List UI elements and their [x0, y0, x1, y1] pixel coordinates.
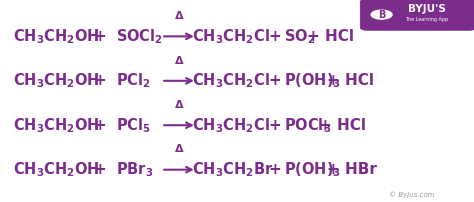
Text: Δ: Δ [174, 144, 183, 155]
Text: $\mathbf{SOCl_2}$: $\mathbf{SOCl_2}$ [116, 27, 163, 46]
Text: + HCl: + HCl [319, 118, 365, 133]
Text: $\mathbf{SO_2}$: $\mathbf{SO_2}$ [284, 27, 316, 46]
Text: $\mathbf{CH_3CH_2Cl}$: $\mathbf{CH_3CH_2Cl}$ [192, 72, 270, 90]
Circle shape [371, 10, 392, 19]
Text: +: + [268, 162, 281, 177]
Text: Δ: Δ [174, 100, 183, 110]
Text: $\mathbf{CH_3CH_2OH}$: $\mathbf{CH_3CH_2OH}$ [13, 116, 100, 135]
Text: $\mathbf{PCl_5}$: $\mathbf{PCl_5}$ [116, 116, 151, 135]
FancyBboxPatch shape [360, 0, 474, 30]
Text: +: + [268, 29, 281, 44]
Text: B: B [378, 10, 385, 20]
Text: +: + [94, 29, 107, 44]
Text: $\mathbf{PBr_3}$: $\mathbf{PBr_3}$ [116, 160, 154, 179]
Text: $\mathbf{CH_3CH_2OH}$: $\mathbf{CH_3CH_2OH}$ [13, 160, 100, 179]
Text: The Learning App: The Learning App [405, 17, 448, 22]
Text: $\mathbf{CH_3CH_2Cl}$: $\mathbf{CH_3CH_2Cl}$ [192, 27, 270, 46]
Text: $\mathbf{P(OH)_3}$: $\mathbf{P(OH)_3}$ [284, 160, 342, 179]
Text: Δ: Δ [174, 56, 183, 66]
Text: $\mathbf{P(OH)_3}$: $\mathbf{P(OH)_3}$ [284, 72, 342, 90]
Text: $\mathbf{CH_3CH_2Cl}$: $\mathbf{CH_3CH_2Cl}$ [192, 116, 270, 135]
Text: + HBr: + HBr [327, 162, 377, 177]
Text: +: + [268, 118, 281, 133]
Text: © Byjus.com: © Byjus.com [389, 192, 434, 198]
Text: $\mathbf{POCl_3}$: $\mathbf{POCl_3}$ [284, 116, 332, 135]
Text: + HCl: + HCl [307, 29, 354, 44]
Text: $\mathbf{CH_3CH_2Br}$: $\mathbf{CH_3CH_2Br}$ [192, 160, 273, 179]
Text: +: + [94, 162, 107, 177]
Text: BYJU'S: BYJU'S [408, 4, 446, 14]
Text: +: + [94, 118, 107, 133]
Text: Δ: Δ [174, 11, 183, 21]
Text: $\mathbf{PCl_2}$: $\mathbf{PCl_2}$ [116, 72, 151, 90]
Text: +: + [94, 73, 107, 88]
Text: + HCl: + HCl [327, 73, 374, 88]
Text: +: + [268, 73, 281, 88]
Text: $\mathbf{CH_3CH_2OH}$: $\mathbf{CH_3CH_2OH}$ [13, 72, 100, 90]
Text: $\mathbf{CH_3CH_2OH}$: $\mathbf{CH_3CH_2OH}$ [13, 27, 100, 46]
